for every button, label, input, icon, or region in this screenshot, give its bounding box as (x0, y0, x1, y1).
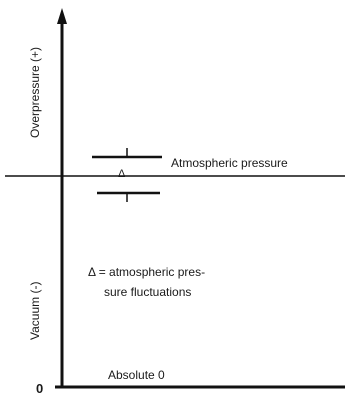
delta-symbol: Δ (118, 168, 126, 180)
absolute-zero-label: Absolute 0 (108, 368, 165, 382)
vacuum-label: Vacuum (-) (28, 281, 42, 340)
origin-label: 0 (36, 381, 44, 396)
overpressure-label: Overpressure (+) (28, 46, 42, 138)
atmospheric-pressure-label: Atmospheric pressure (171, 156, 288, 170)
fluctuation-label-line1: Δ = atmospheric pres- (88, 265, 206, 279)
axis-arrow-icon (57, 8, 67, 24)
fluctuation-label-line2: sure fluctuations (104, 285, 192, 299)
